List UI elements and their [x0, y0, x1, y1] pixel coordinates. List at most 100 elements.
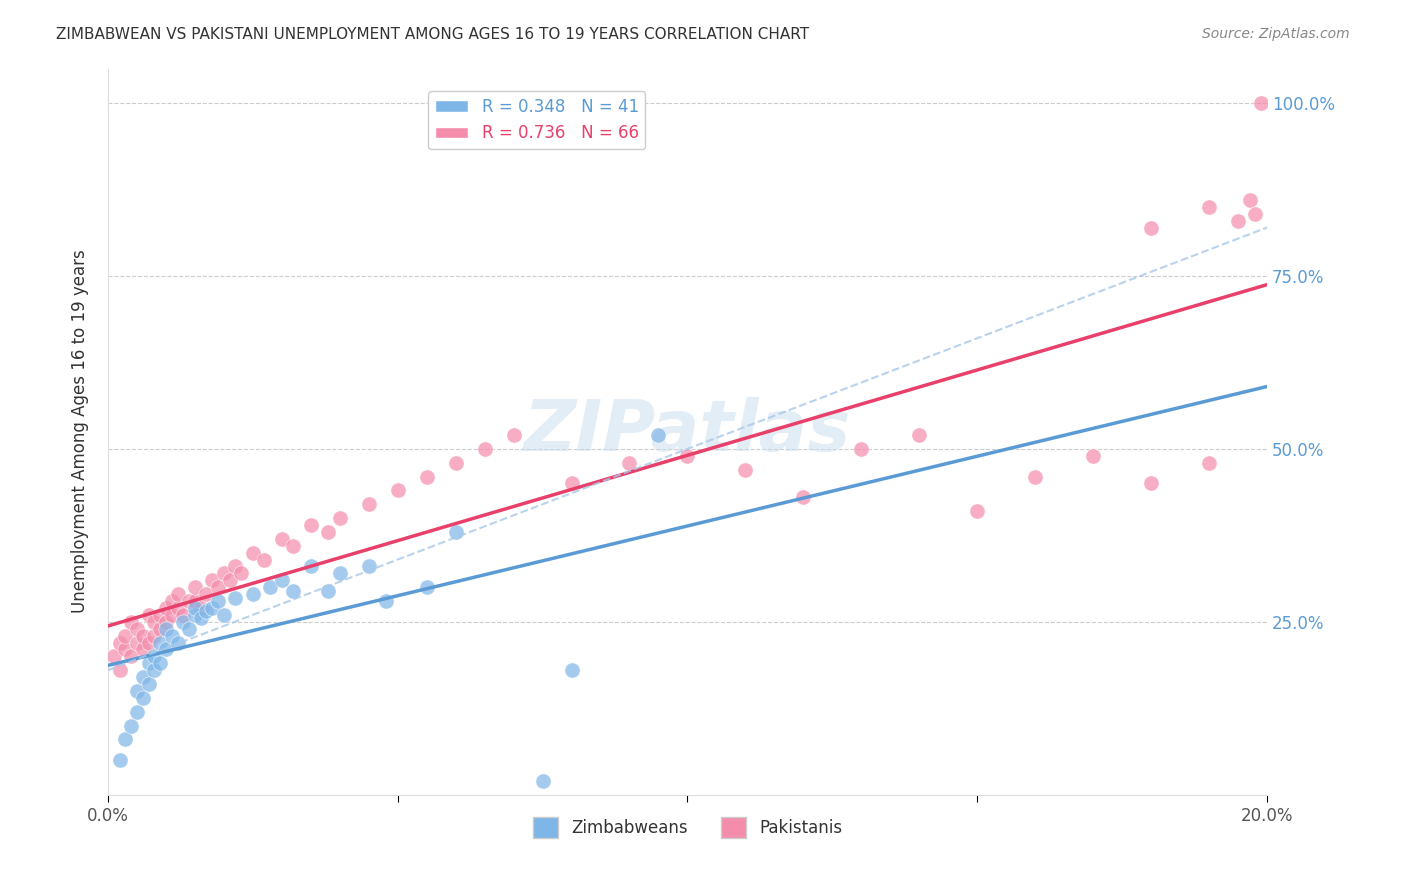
- Point: [160, 629, 183, 643]
- Point: [138, 635, 160, 649]
- Point: [734, 463, 756, 477]
- Point: [270, 574, 292, 588]
- Point: [132, 670, 155, 684]
- Point: [357, 497, 380, 511]
- Point: [166, 635, 188, 649]
- Point: [114, 732, 136, 747]
- Point: [108, 753, 131, 767]
- Point: [1239, 193, 1261, 207]
- Point: [132, 690, 155, 705]
- Point: [1226, 213, 1249, 227]
- Point: [531, 773, 554, 788]
- Point: [444, 524, 467, 539]
- Point: [108, 635, 131, 649]
- Point: [184, 594, 207, 608]
- Point: [155, 642, 177, 657]
- Point: [299, 559, 322, 574]
- Text: Source: ZipAtlas.com: Source: ZipAtlas.com: [1202, 27, 1350, 41]
- Point: [149, 657, 172, 671]
- Point: [138, 607, 160, 622]
- Point: [184, 580, 207, 594]
- Point: [316, 524, 339, 539]
- Point: [190, 601, 212, 615]
- Point: [120, 718, 142, 732]
- Y-axis label: Unemployment Among Ages 16 to 19 years: Unemployment Among Ages 16 to 19 years: [72, 250, 89, 614]
- Point: [179, 622, 201, 636]
- Point: [125, 635, 148, 649]
- Point: [415, 469, 437, 483]
- Point: [561, 476, 583, 491]
- Point: [184, 601, 207, 615]
- Point: [172, 615, 194, 629]
- Point: [195, 604, 218, 618]
- Point: [283, 583, 305, 598]
- Point: [792, 491, 814, 505]
- Point: [212, 607, 235, 622]
- Point: [1198, 200, 1220, 214]
- Point: [1250, 96, 1272, 111]
- Point: [1024, 469, 1046, 483]
- Point: [120, 615, 142, 629]
- Point: [103, 649, 125, 664]
- Point: [132, 629, 155, 643]
- Point: [108, 663, 131, 677]
- Point: [619, 456, 641, 470]
- Point: [218, 574, 240, 588]
- Point: [207, 594, 229, 608]
- Point: [329, 566, 352, 581]
- Point: [190, 611, 212, 625]
- Point: [283, 539, 305, 553]
- Point: [1140, 476, 1163, 491]
- Point: [143, 629, 166, 643]
- Point: [207, 580, 229, 594]
- Point: [143, 663, 166, 677]
- Point: [184, 607, 207, 622]
- Point: [166, 601, 188, 615]
- Point: [172, 607, 194, 622]
- Point: [125, 622, 148, 636]
- Point: [242, 587, 264, 601]
- Point: [155, 601, 177, 615]
- Point: [155, 622, 177, 636]
- Point: [179, 594, 201, 608]
- Point: [224, 591, 246, 605]
- Point: [387, 483, 409, 498]
- Point: [253, 552, 276, 566]
- Point: [1140, 220, 1163, 235]
- Point: [195, 587, 218, 601]
- Point: [143, 649, 166, 664]
- Point: [201, 574, 224, 588]
- Point: [114, 629, 136, 643]
- Point: [125, 684, 148, 698]
- Point: [474, 442, 496, 456]
- Point: [242, 546, 264, 560]
- Point: [149, 622, 172, 636]
- Point: [270, 532, 292, 546]
- Point: [502, 428, 524, 442]
- Point: [329, 511, 352, 525]
- Point: [132, 642, 155, 657]
- Point: [125, 705, 148, 719]
- Point: [160, 594, 183, 608]
- Point: [138, 677, 160, 691]
- Legend: Zimbabweans, Pakistanis: Zimbabweans, Pakistanis: [526, 811, 849, 845]
- Point: [224, 559, 246, 574]
- Point: [299, 518, 322, 533]
- Point: [201, 601, 224, 615]
- Point: [357, 559, 380, 574]
- Point: [149, 607, 172, 622]
- Point: [966, 504, 988, 518]
- Point: [851, 442, 873, 456]
- Point: [160, 607, 183, 622]
- Point: [155, 615, 177, 629]
- Point: [908, 428, 931, 442]
- Point: [231, 566, 253, 581]
- Point: [138, 657, 160, 671]
- Point: [647, 428, 669, 442]
- Point: [120, 649, 142, 664]
- Point: [676, 449, 699, 463]
- Point: [143, 615, 166, 629]
- Point: [114, 642, 136, 657]
- Point: [561, 663, 583, 677]
- Point: [149, 635, 172, 649]
